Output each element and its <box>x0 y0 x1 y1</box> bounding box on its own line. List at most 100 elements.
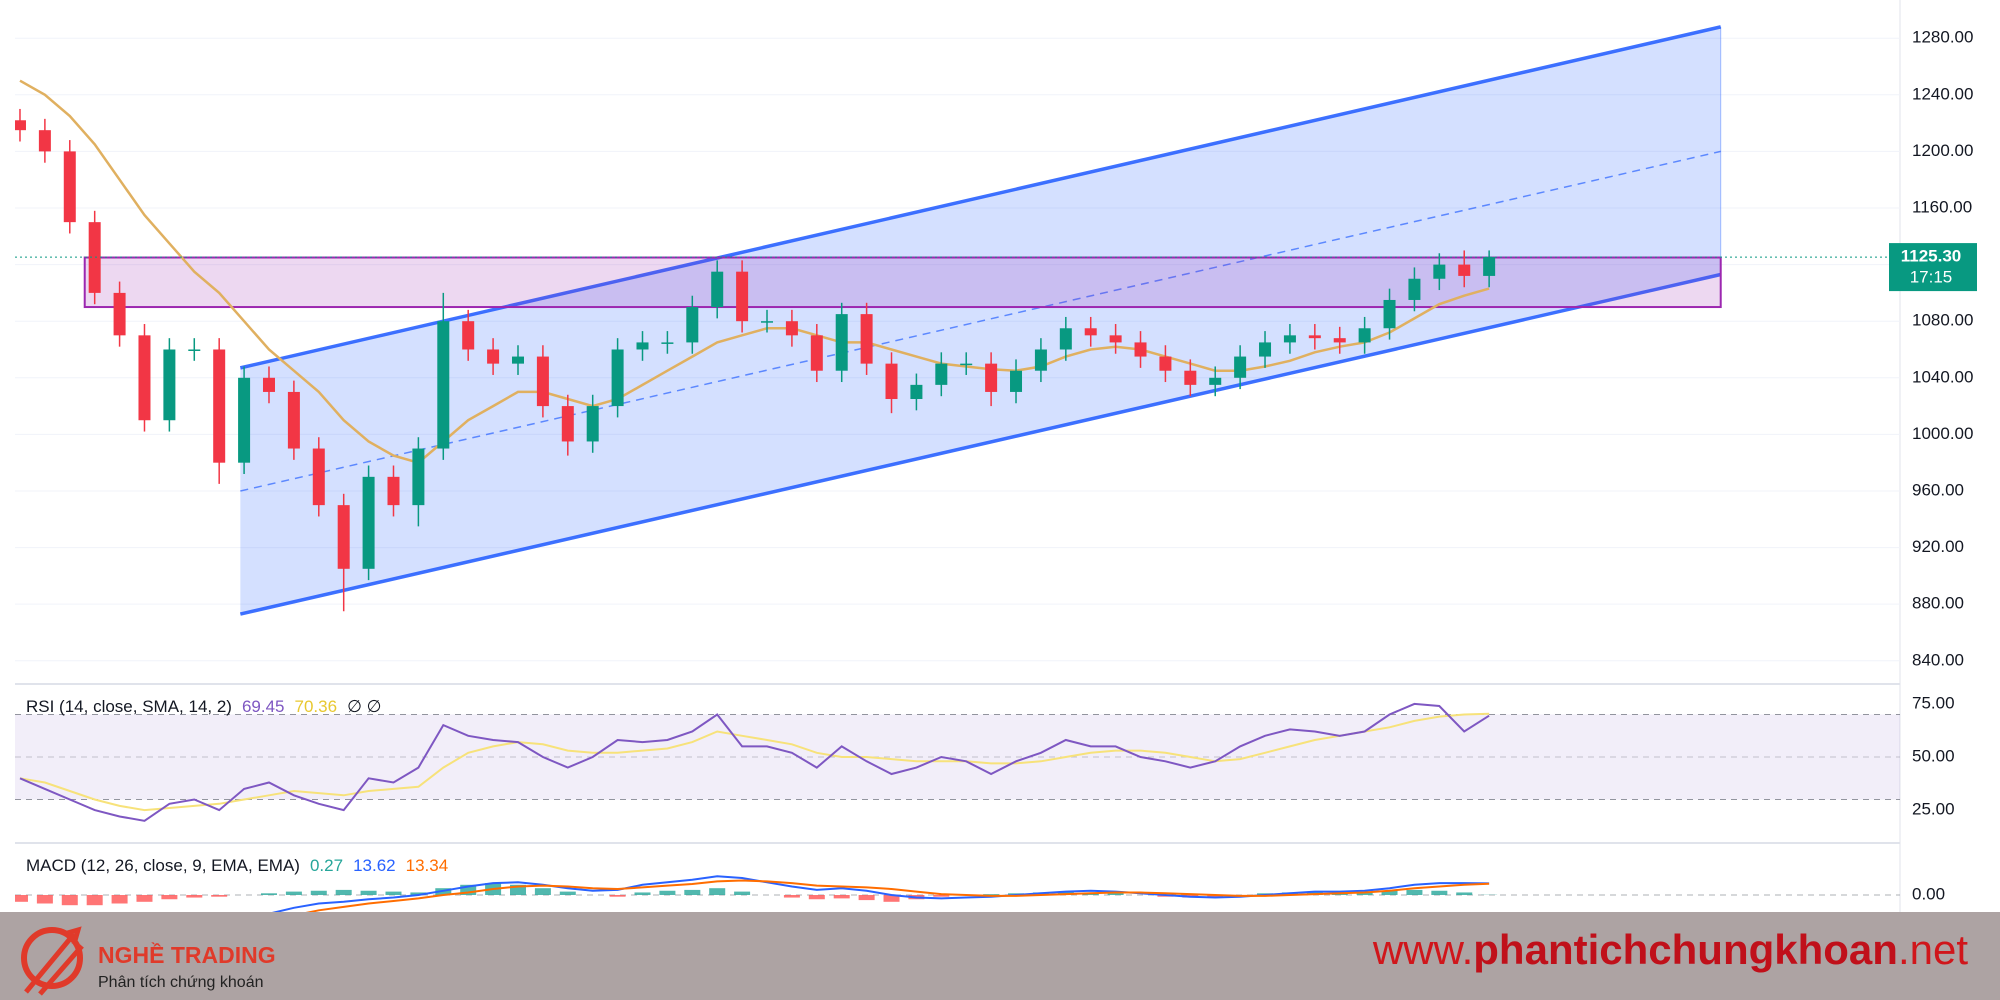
candle-body <box>636 342 649 350</box>
series-line <box>19 702 1490 822</box>
legend-value: 69.45 <box>242 697 285 716</box>
histogram-bar <box>260 893 277 895</box>
website: www.phantichchungkhoan.net <box>1373 926 1968 974</box>
y-tick-label: 50.00 <box>1912 746 1955 765</box>
indicator-legend: MACD (12, 26, close, 9, EMA, EMA) 0.27 13.… <box>26 856 448 875</box>
candle-body <box>1209 377 1222 385</box>
y-tick-label: 25.00 <box>1912 800 1955 819</box>
candle-body <box>63 151 76 223</box>
histogram-bar <box>559 891 576 895</box>
y-tick-label: 1080.00 <box>1912 311 1973 330</box>
indicator-name: MACD (12, 26, close, 9, EMA, EMA) <box>26 856 300 875</box>
legend-value: ∅ ∅ <box>347 697 381 716</box>
candle-body <box>1383 299 1396 329</box>
histogram-bar <box>1356 892 1373 895</box>
indicator-legend: RSI (14, close, SMA, 14, 2) 69.45 70.36 ∅ ∅ <box>26 697 381 716</box>
candle-body <box>536 356 549 407</box>
histogram-bar <box>1406 889 1423 895</box>
channel-upper <box>239 25 1722 370</box>
candle-body <box>387 476 400 506</box>
histogram-bar <box>410 892 427 895</box>
histogram-bar <box>509 884 526 895</box>
histogram-bar <box>933 895 950 897</box>
candle-body <box>910 384 923 400</box>
candle-body <box>1134 342 1147 357</box>
channel-lower <box>239 272 1722 616</box>
candle-body <box>213 349 226 463</box>
candle-body <box>412 448 425 506</box>
y-tick-label: 1200.00 <box>1912 141 1973 160</box>
histogram-bar <box>684 889 701 895</box>
histogram-bar <box>983 894 1000 895</box>
y-tick-label: 75.00 <box>1912 693 1955 712</box>
candle-body <box>1084 328 1097 336</box>
legend-value: 13.34 <box>406 856 449 875</box>
y-tick-label: 1280.00 <box>1912 28 1973 47</box>
histogram-bar <box>310 890 327 895</box>
candle-body <box>262 377 275 392</box>
candle-body <box>1458 264 1471 276</box>
candle-body <box>238 377 251 463</box>
histogram-bar <box>858 895 875 901</box>
candle-body <box>15 120 26 131</box>
y-tick-label: 1160.00 <box>1912 197 1972 216</box>
histogram-bar <box>1456 892 1473 895</box>
candle-body <box>38 130 51 152</box>
candle-body <box>362 476 375 569</box>
last-price-label: 1125.30 <box>1901 247 1962 266</box>
y-tick-label: 1040.00 <box>1912 367 1973 386</box>
candle-body <box>810 335 823 371</box>
macd-plot <box>15 875 1498 912</box>
channel-mid <box>240 150 1721 492</box>
histogram-bar <box>609 895 626 897</box>
candle-body <box>761 321 774 323</box>
histogram-bar <box>86 895 103 906</box>
candle-body <box>1408 278 1421 300</box>
candle-body <box>337 505 350 569</box>
histogram-bar <box>783 895 800 898</box>
histogram-bar <box>833 895 850 899</box>
candle-body <box>960 363 973 366</box>
y-tick-label: 0.00 <box>1912 884 1945 903</box>
candle-body <box>736 271 749 322</box>
histogram-bar <box>734 891 751 895</box>
candle-body <box>1308 335 1321 339</box>
candle-body <box>661 342 674 344</box>
candle-body <box>1109 335 1122 343</box>
legend-value: 70.36 <box>295 697 338 716</box>
histogram-bar <box>883 895 900 902</box>
candle-body <box>113 292 126 336</box>
url-suffix: .net <box>1897 926 1968 973</box>
candle-body <box>188 349 201 351</box>
logo-ring <box>21 927 83 989</box>
series-line <box>305 879 1490 912</box>
legend-value: 0.27 <box>310 856 343 875</box>
candle-body <box>1059 328 1072 350</box>
candle-body <box>462 321 475 350</box>
countdown-label: 17:15 <box>1910 268 1953 287</box>
price-plot <box>15 25 1722 616</box>
candle-body <box>835 314 848 371</box>
url-name: phantichchungkhoan <box>1473 926 1898 973</box>
candle-body <box>1283 335 1296 343</box>
candle-body <box>1184 370 1197 385</box>
candle-body <box>586 406 599 442</box>
candle-body <box>1259 342 1272 357</box>
candle-body <box>885 363 898 400</box>
candle-body <box>487 349 500 364</box>
candle-body <box>1159 356 1172 371</box>
histogram-bar <box>385 891 402 895</box>
histogram-bar <box>460 884 477 895</box>
candle-body <box>985 363 998 392</box>
candle-body <box>611 349 624 407</box>
histogram-bar <box>1381 890 1398 895</box>
histogram-bar <box>360 890 377 895</box>
legend-value: 13.62 <box>353 856 396 875</box>
histogram-bar <box>136 895 153 902</box>
brand: NGHỀ TRADING <box>98 942 276 968</box>
histogram-bar <box>808 895 825 900</box>
y-tick-label: 1000.00 <box>1912 424 1973 443</box>
candle-body <box>1333 338 1346 343</box>
candle-body <box>312 448 325 506</box>
histogram-bar <box>15 895 28 902</box>
